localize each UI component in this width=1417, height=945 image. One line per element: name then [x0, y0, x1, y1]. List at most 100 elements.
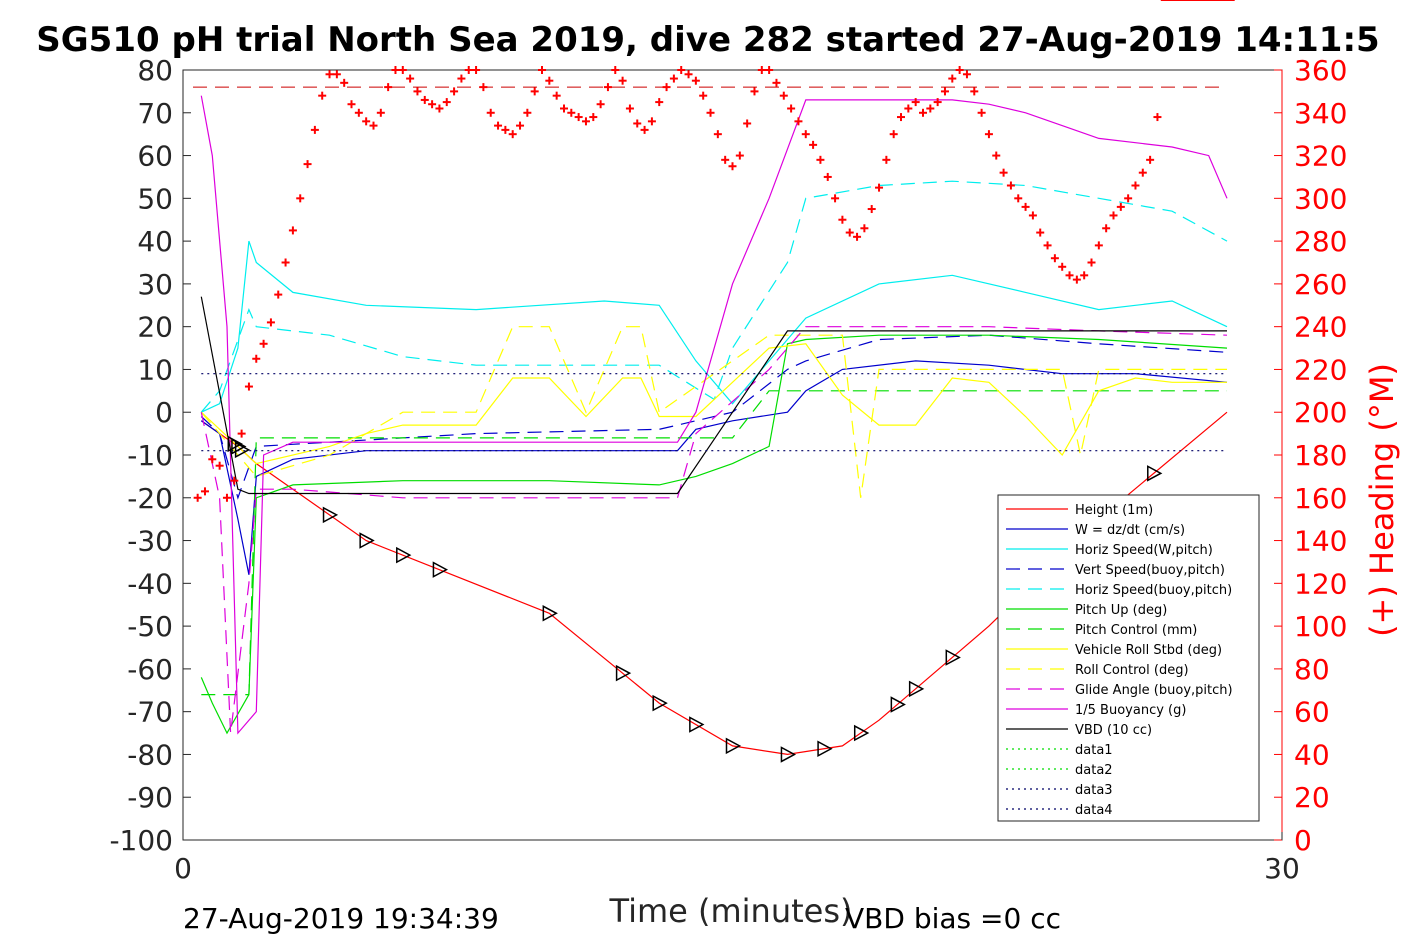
heading-point — [721, 155, 730, 164]
heading-point — [970, 87, 979, 96]
heading-point — [538, 66, 547, 74]
left-tick-label: -50 — [127, 610, 173, 643]
heading-point — [516, 121, 525, 130]
heading-point — [713, 130, 722, 139]
left-tick-label: -30 — [127, 525, 173, 558]
heading-point — [1109, 211, 1118, 220]
triangle-marker — [234, 441, 251, 459]
heading-point — [1102, 224, 1111, 233]
heading-point — [662, 83, 671, 92]
heading-point — [464, 66, 473, 74]
legend-entry: Pitch Control (mm) — [1075, 623, 1197, 638]
legend-entry: Horiz Speed(W,pitch) — [1075, 543, 1213, 558]
heading-point — [1058, 262, 1067, 271]
left-tick-label: 10 — [137, 353, 173, 386]
heading-point — [193, 493, 202, 502]
heading-point — [281, 258, 290, 267]
legend-entry: Height (1m) — [1075, 503, 1153, 518]
left-tick-label: 40 — [137, 225, 173, 258]
right-tick-label: 220 — [1294, 353, 1347, 386]
heading-point — [413, 87, 422, 96]
triangle-marker — [689, 716, 705, 733]
heading-point — [450, 87, 459, 96]
heading-point — [1094, 241, 1103, 250]
heading-point — [420, 95, 429, 104]
heading-point — [354, 108, 363, 117]
heading-point — [406, 74, 415, 83]
heading-point — [633, 119, 642, 128]
triangle-marker — [945, 649, 961, 666]
right-tick-label: 300 — [1294, 182, 1347, 215]
heading-point — [222, 493, 231, 502]
right-tick-label: 60 — [1294, 696, 1330, 729]
heading-point — [589, 113, 598, 122]
heading-point — [875, 183, 884, 192]
series-line — [200, 326, 1227, 498]
left-tick-label: -60 — [127, 653, 173, 686]
legend-entry: W = dz/dt (cm/s) — [1075, 523, 1185, 538]
heading-point — [918, 108, 927, 117]
heading-point — [647, 117, 656, 126]
triangle-marker — [780, 746, 797, 763]
heading-point — [882, 155, 891, 164]
right-tick-label: 160 — [1294, 482, 1347, 515]
triangle-marker — [432, 561, 449, 578]
heading-point — [208, 455, 217, 464]
heading-point — [1087, 258, 1096, 267]
heading-point — [728, 162, 737, 171]
legend-entry: data3 — [1075, 783, 1113, 798]
heading-point — [1065, 271, 1074, 280]
heading-point — [252, 354, 261, 363]
heading-point — [940, 87, 949, 96]
triangle-marker — [231, 438, 247, 455]
footer-timestamp: 27-Aug-2019 19:34:39 — [183, 902, 499, 935]
legend-entry: data2 — [1075, 763, 1113, 778]
heading-point — [347, 100, 356, 109]
heading-point — [398, 66, 407, 74]
heading-point — [765, 66, 774, 74]
heading-point — [1006, 181, 1015, 190]
triangle-marker — [725, 737, 742, 755]
heading-point — [801, 130, 810, 139]
heading-point — [706, 108, 715, 117]
heading-point — [992, 151, 1001, 160]
triangle-marker — [1147, 465, 1163, 482]
heading-point — [215, 461, 224, 470]
heading-point — [750, 87, 759, 96]
legend-entry: Pitch Up (deg) — [1075, 603, 1167, 618]
series-line — [201, 240, 1228, 413]
left-tick-label: 20 — [137, 311, 173, 344]
heading-point — [794, 117, 803, 126]
x-axis-label: Time (minutes) — [609, 892, 853, 930]
heading-point — [230, 476, 239, 485]
heading-point — [823, 172, 832, 181]
left-tick-label: -20 — [127, 482, 173, 515]
heading-point — [296, 194, 305, 203]
triangle-marker — [652, 694, 668, 712]
right-tick-label: 40 — [1294, 738, 1330, 771]
series-line — [201, 390, 1227, 696]
heading-point — [618, 76, 627, 85]
right-tick-label: 0 — [1294, 824, 1312, 857]
heading-point — [318, 91, 327, 100]
chart-title: SG510 pH trial North Sea 2019, dive 282 … — [36, 20, 1379, 60]
heading-point — [523, 108, 532, 117]
heading-point — [479, 83, 488, 92]
series-line — [200, 334, 1228, 500]
heading-point — [200, 487, 209, 496]
heading-point — [831, 194, 840, 203]
right-tick-label: 140 — [1294, 525, 1347, 558]
left-tick-label: -80 — [127, 738, 173, 771]
heading-point — [244, 382, 253, 391]
series-line — [200, 343, 1227, 465]
heading-point — [772, 78, 781, 87]
heading-point — [655, 98, 664, 107]
bottom-tick-label: 0 — [174, 852, 192, 885]
heading-point — [889, 130, 898, 139]
heading-point — [581, 117, 590, 126]
heading-point — [237, 429, 246, 438]
heading-point — [310, 125, 319, 134]
heading-point — [933, 98, 942, 107]
legend: Height (1m) W = dz/dt (cm/s) Horiz Speed(W… — [997, 494, 1260, 822]
heading-point — [669, 74, 678, 83]
